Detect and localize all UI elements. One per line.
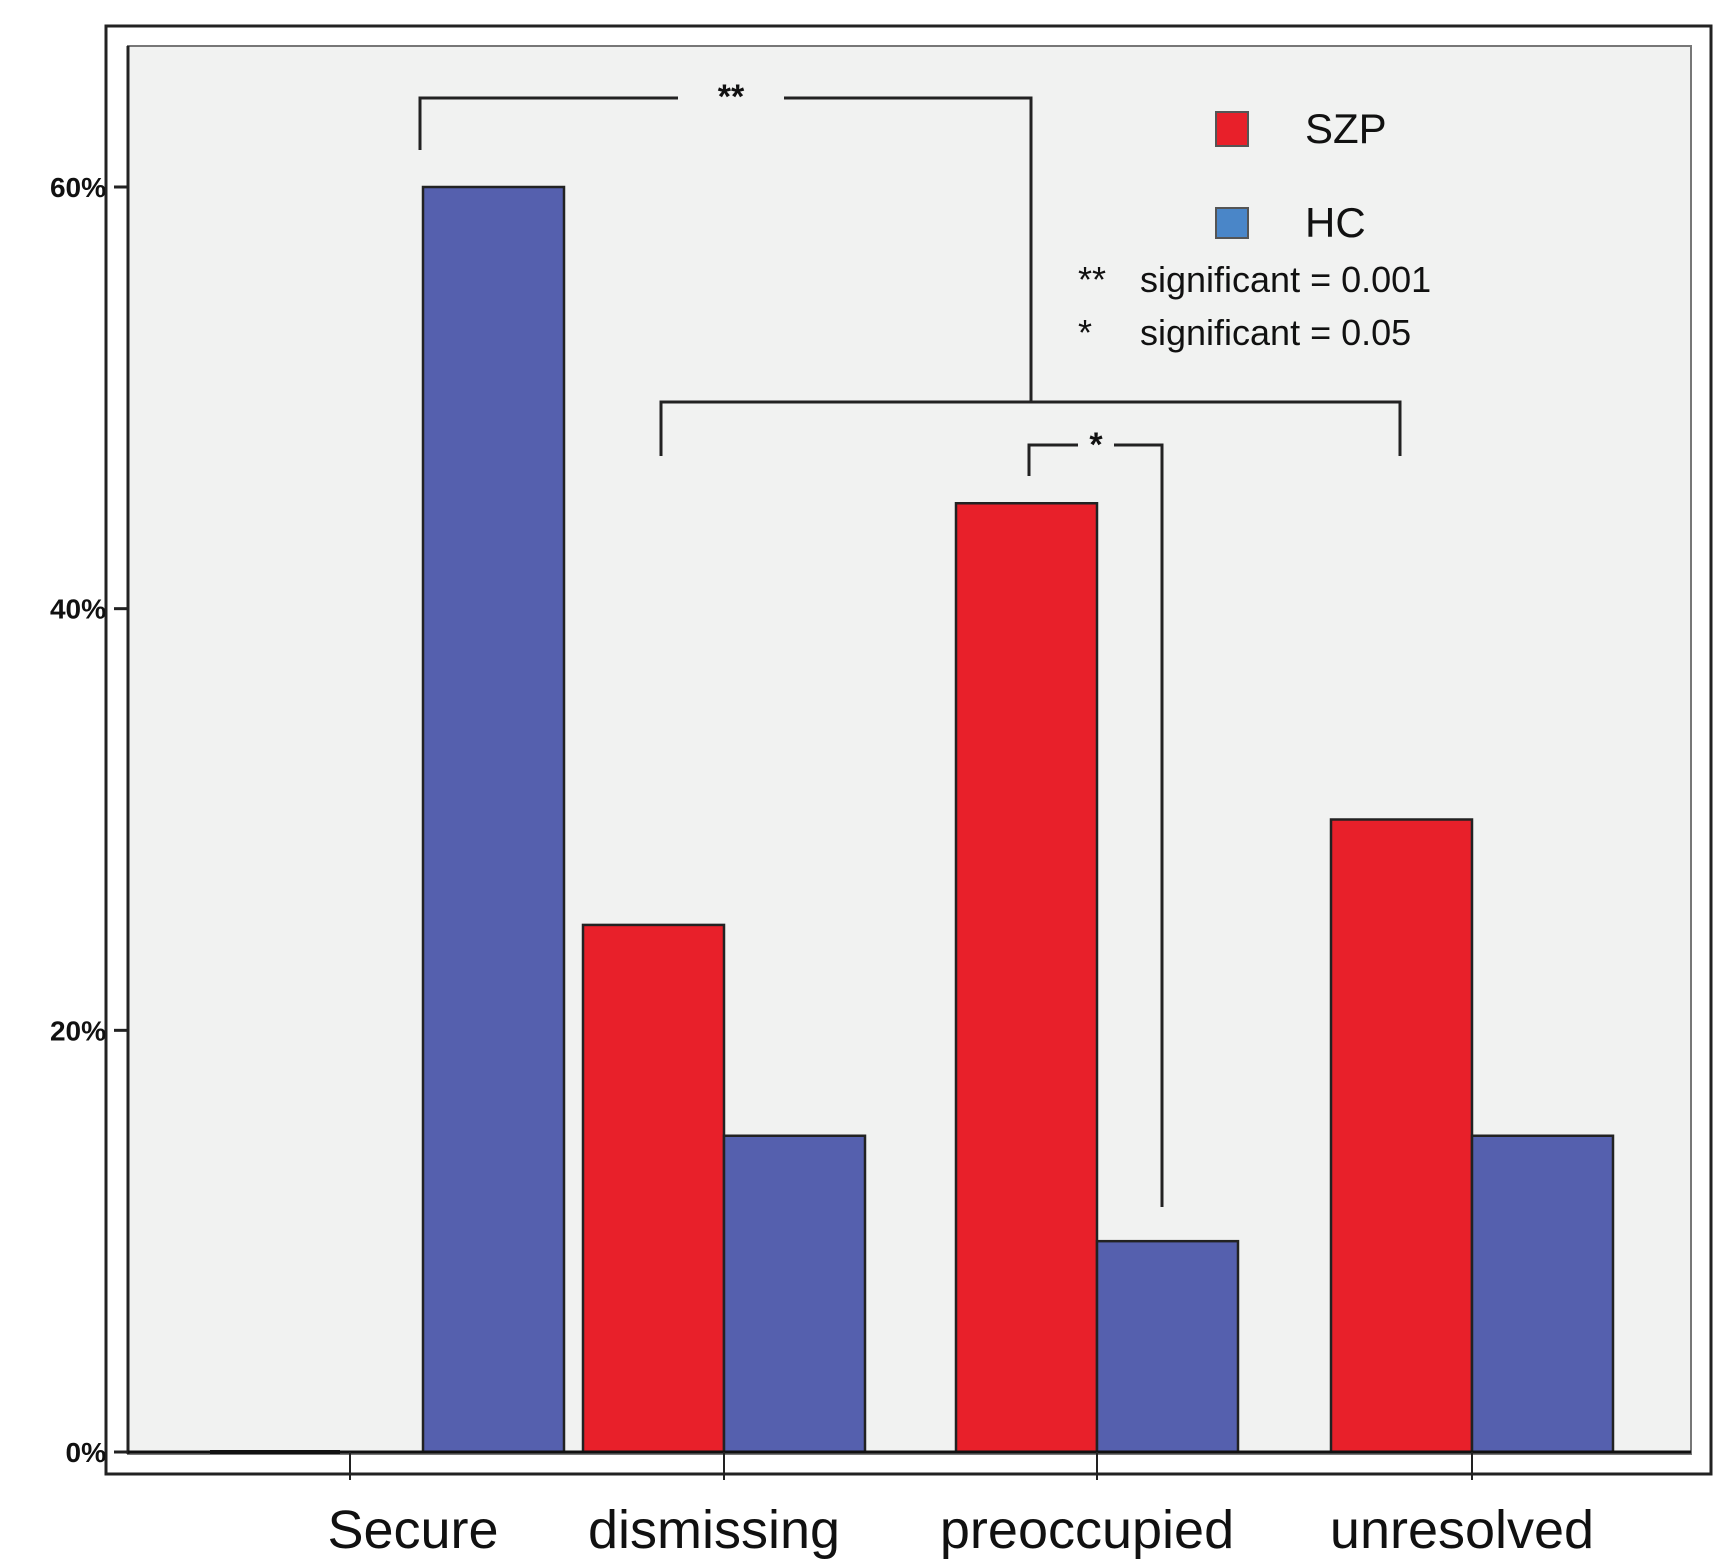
note-symbol-1: ** [1078, 259, 1106, 300]
significance-notes: ** significant = 0.001 * significant = 0… [1078, 259, 1431, 353]
bar-hc-secure [421, 185, 566, 1454]
bracket-double-star-left [418, 96, 678, 150]
bracket-single-star-left [1027, 443, 1078, 476]
bracket-single-star-right [1114, 443, 1164, 1207]
bracket-double-star-label: ** [718, 78, 745, 116]
x-tick-label-unresolved: unresolved [1330, 1500, 1594, 1560]
legend-label-szp: SZP [1305, 105, 1387, 152]
bracket-double-star-right [784, 96, 1033, 402]
y-tick-label-0: 0% [66, 1437, 107, 1468]
bracket-single-star-label: * [1089, 426, 1103, 464]
x-ticks: Secure dismissing preoccupied unresolved [327, 1452, 1594, 1560]
y-tick-label-20: 20% [50, 1015, 106, 1046]
significance-brackets [418, 96, 1402, 1207]
note-text-2: significant = 0.05 [1140, 312, 1411, 353]
note-text-1: significant = 0.001 [1140, 259, 1431, 300]
bar-hc-preoccupied [1095, 1239, 1240, 1454]
legend-swatch-hc [1215, 207, 1249, 239]
y-ticks: 0% 20% 40% 60% [50, 172, 128, 1468]
bar-hc-unresolved [1470, 1134, 1615, 1454]
bar-szp-dismissing [581, 923, 726, 1454]
x-tick-label-secure: Secure [327, 1500, 498, 1560]
bar-hc-dismissing [722, 1134, 867, 1454]
bar-szp-unresolved [1329, 818, 1474, 1454]
x-tick-label-dismissing: dismissing [588, 1500, 840, 1560]
bars [421, 185, 1615, 1454]
y-tick-label-60: 60% [50, 172, 106, 203]
legend-label-hc: HC [1305, 199, 1366, 246]
legend: SZP HC [1215, 105, 1387, 246]
bar-szp-preoccupied [954, 502, 1099, 1454]
y-tick-label-40: 40% [50, 594, 106, 625]
bracket-group [659, 400, 1402, 456]
legend-swatch-szp [1215, 111, 1249, 147]
note-symbol-2: * [1078, 312, 1092, 353]
x-tick-label-preoccupied: preoccupied [940, 1500, 1234, 1560]
